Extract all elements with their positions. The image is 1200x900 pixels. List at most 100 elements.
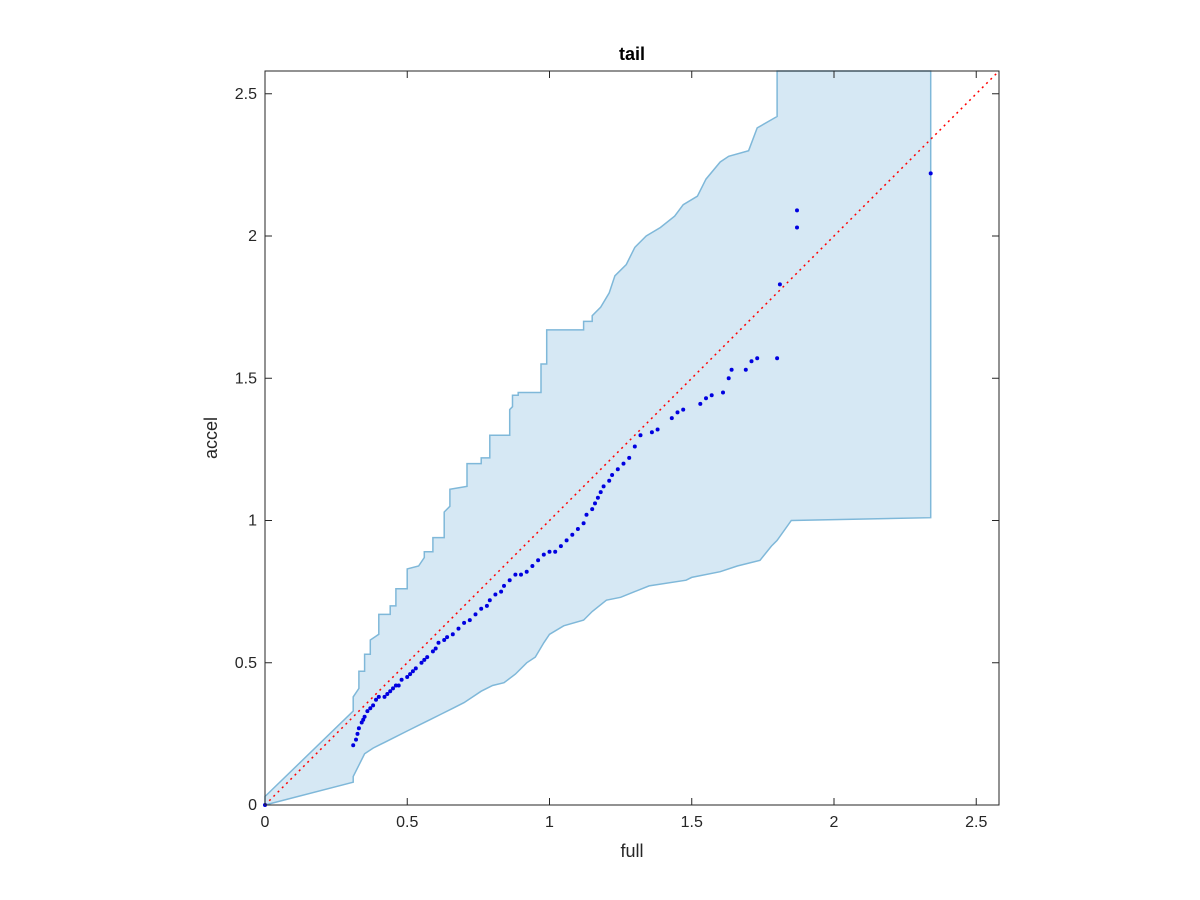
data-point <box>601 484 606 489</box>
data-point <box>698 401 703 406</box>
data-point <box>649 430 654 435</box>
y-tick-label: 0 <box>248 797 257 814</box>
data-point <box>553 549 558 554</box>
y-tick-label: 2 <box>248 228 257 245</box>
data-point <box>445 635 450 640</box>
data-point <box>541 552 546 557</box>
data-point <box>382 694 387 699</box>
data-point <box>584 512 589 517</box>
data-point <box>581 521 586 526</box>
data-point <box>615 467 620 472</box>
data-point <box>669 416 674 421</box>
data-point <box>675 410 680 415</box>
x-tick-label: 0 <box>261 814 270 831</box>
data-point <box>355 731 360 736</box>
x-tick-label: 2 <box>830 814 839 831</box>
data-point <box>462 620 467 625</box>
y-tick-label: 1.5 <box>235 370 257 387</box>
data-point <box>351 743 356 748</box>
data-point <box>374 697 378 702</box>
data-point <box>627 455 632 460</box>
data-point <box>638 433 643 438</box>
x-axis-label: full <box>620 841 643 861</box>
data-point <box>419 660 424 665</box>
data-point <box>530 564 535 568</box>
data-point <box>473 612 478 617</box>
data-point <box>621 461 626 466</box>
data-point <box>795 225 799 230</box>
data-point <box>433 646 438 651</box>
data-point <box>365 709 370 714</box>
data-point <box>598 490 603 495</box>
data-point <box>632 444 637 449</box>
data-point <box>777 282 782 287</box>
x-tick-label: 1 <box>545 814 554 831</box>
axes-box <box>264 70 1000 806</box>
data-point <box>775 356 780 361</box>
data-point <box>570 532 575 537</box>
data-point <box>450 632 455 637</box>
x-tick-label: 1.5 <box>681 814 703 831</box>
data-point <box>726 376 731 381</box>
data-point <box>396 683 401 688</box>
data-point <box>709 393 714 398</box>
data-point <box>405 675 410 679</box>
data-point <box>493 592 498 597</box>
data-point <box>681 407 686 412</box>
data-point <box>524 569 529 574</box>
data-point <box>362 714 367 719</box>
data-point <box>354 737 358 742</box>
data-point <box>749 359 754 364</box>
data-point <box>607 478 612 483</box>
data-point <box>376 694 381 699</box>
data-point <box>399 677 404 682</box>
x-tick-label: 0.5 <box>396 814 418 831</box>
data-point <box>479 606 484 611</box>
data-point <box>368 706 373 711</box>
data-point <box>484 603 489 608</box>
data-point <box>425 655 430 660</box>
data-point <box>388 689 393 694</box>
data-point <box>408 672 413 677</box>
data-point <box>436 640 441 645</box>
y-tick-label: 2.5 <box>235 86 257 103</box>
data-point <box>536 558 541 563</box>
data-point <box>410 669 415 674</box>
data-point <box>655 427 660 432</box>
data-point <box>595 495 600 500</box>
data-point <box>564 538 569 543</box>
data-point <box>513 572 518 577</box>
data-point <box>610 473 615 477</box>
data-point <box>430 649 435 654</box>
data-point <box>590 507 595 512</box>
y-tick-label: 1 <box>248 513 257 530</box>
y-axis-label: accel <box>201 417 221 459</box>
data-point <box>371 703 376 708</box>
data-point <box>385 692 390 696</box>
data-point <box>487 598 492 603</box>
data-point <box>519 572 523 577</box>
data-point <box>795 208 799 213</box>
data-point <box>547 549 552 554</box>
data-point <box>456 626 461 631</box>
data-point <box>593 501 597 506</box>
data-point <box>755 356 760 361</box>
x-tick-label: 2.5 <box>965 814 987 831</box>
chart-title: tail <box>619 44 645 64</box>
data-point <box>575 527 580 531</box>
data-point <box>704 396 708 401</box>
data-point <box>393 683 398 688</box>
data-point <box>499 589 504 594</box>
data-point <box>928 171 933 176</box>
confidence-band <box>264 70 932 806</box>
data-point <box>729 367 734 372</box>
data-point <box>558 544 563 549</box>
data-point <box>721 390 725 395</box>
data-point <box>507 578 512 583</box>
data-point <box>442 638 447 642</box>
data-point <box>413 666 418 671</box>
y-tick-label: 0.5 <box>235 655 257 672</box>
axis-ticks: 0 0.5 1 1.5 2 2.5 0 0.5 1 1.5 2 2.5 <box>235 71 999 831</box>
data-point <box>356 726 361 731</box>
